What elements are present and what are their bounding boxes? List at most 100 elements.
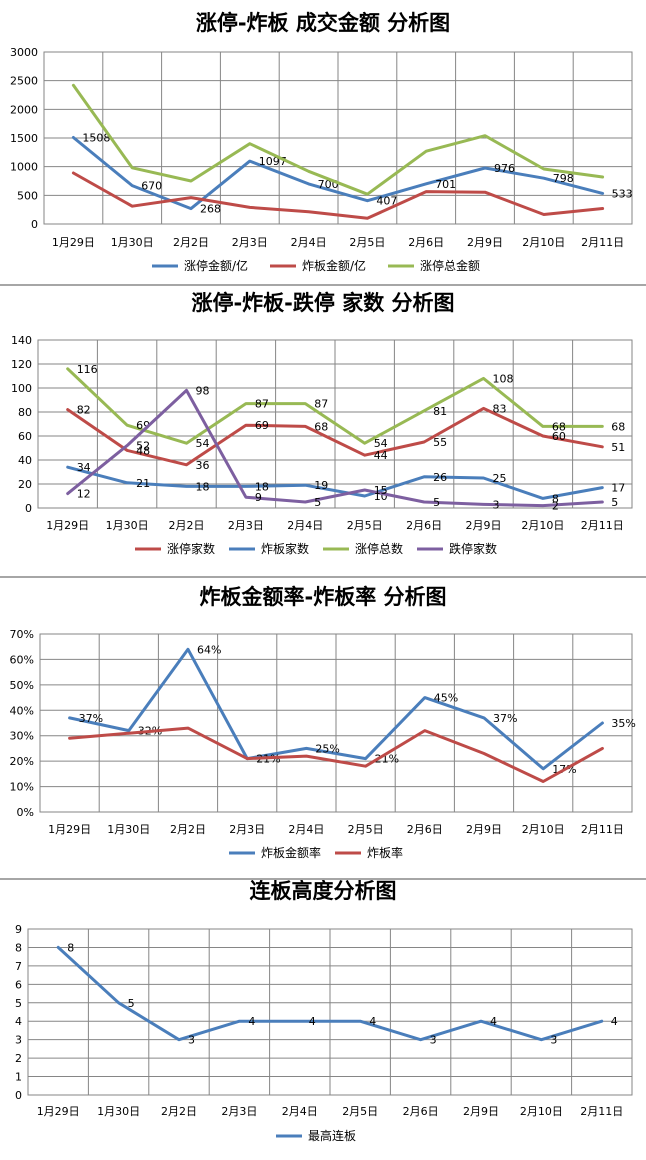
y-tick-label: 7: [15, 960, 22, 973]
data-label: 533: [612, 187, 633, 200]
data-label: 4: [611, 1015, 618, 1028]
x-tick-label: 1月30日: [106, 519, 149, 532]
legend-label: 涨停家数: [167, 541, 215, 556]
x-tick-label: 2月5日: [347, 519, 383, 532]
x-tick-label: 2月11日: [581, 236, 624, 249]
x-tick-label: 2月6日: [406, 519, 442, 532]
legend-label: 涨停总金额: [420, 258, 480, 273]
data-label: 54: [196, 437, 210, 450]
x-tick-label: 2月2日: [169, 519, 205, 532]
legend-label: 炸板金额率: [261, 845, 321, 860]
data-label: 69: [255, 419, 269, 432]
x-tick-label: 2月9日: [466, 519, 502, 532]
count-chart-panel: 涨停-炸板-跌停 家数 分析图 0 20 40 60 80 100 120 140 1月29日 1月…: [0, 286, 646, 576]
x-tick-label: 2月4日: [291, 236, 327, 249]
chart-svg: 连板高度分析图 0 1 2 3 4 5 6 7 8 9 1月29日 1月30日 2月2日 2月3日 2月4日 2…: [15, 880, 633, 1143]
legend-label: 炸板率: [367, 845, 403, 860]
legend-label: 炸板金额/亿: [302, 258, 366, 273]
y-tick-label: 2500: [10, 75, 38, 88]
y-tick-label: 20%: [10, 755, 34, 768]
y-tick-label: 0%: [17, 806, 34, 819]
chart-title: 连板高度分析图: [250, 880, 397, 903]
chart-svg: 炸板金额率-炸板率 分析图 0% 10% 20% 30% 40% 50% 60% 70% 1月29…: [10, 585, 636, 860]
y-tick-label: 3000: [10, 46, 38, 59]
data-label: 2: [552, 500, 559, 513]
x-tick-label: 2月2日: [170, 823, 206, 836]
x-tick-label: 2月3日: [228, 519, 264, 532]
series-line: [66, 406, 604, 467]
data-label: 4: [248, 1015, 255, 1028]
series-line: [68, 647, 604, 771]
series-line: [66, 388, 604, 508]
data-label: 3: [430, 1034, 437, 1047]
y-tick-label: 40%: [10, 704, 34, 717]
panel-divider: [0, 284, 646, 286]
chart-title: 涨停-炸板 成交金额 分析图: [196, 11, 450, 35]
chart-svg: 涨停-炸板-跌停 家数 分析图 0 20 40 60 80 100 120 140 1月29日 1月…: [11, 291, 633, 556]
data-label: 5: [128, 997, 135, 1010]
data-label: 25%: [315, 742, 339, 755]
x-tick-label: 2月9日: [463, 1105, 499, 1118]
y-tick-label: 5: [15, 997, 22, 1010]
data-label: 8: [67, 941, 74, 954]
data-label: 68: [552, 420, 566, 433]
y-tick-label: 0: [31, 218, 38, 231]
rate-chart-panel: 炸板金额率-炸板率 分析图 0% 10% 20% 30% 40% 50% 60% 70% 1月29…: [0, 578, 646, 878]
panel-divider: [0, 576, 646, 578]
x-tick-label: 1月29日: [52, 236, 95, 249]
data-label: 26: [433, 471, 447, 484]
y-tick-label: 60: [18, 430, 32, 443]
data-label: 37%: [79, 712, 103, 725]
panel-divider: [0, 878, 646, 880]
data-label: 3: [188, 1034, 195, 1047]
x-tick-label: 2月3日: [221, 1105, 257, 1118]
y-tick-label: 0: [15, 1089, 22, 1102]
x-tick-label: 1月29日: [37, 1105, 80, 1118]
legend-label: 炸板家数: [261, 541, 309, 556]
x-tick-label: 2月11日: [581, 519, 624, 532]
data-label: 55: [433, 436, 447, 449]
y-tick-label: 120: [11, 358, 32, 371]
height-chart-panel: 连板高度分析图 0 1 2 3 4 5 6 7 8 9 1月29日 1月30日 2月2日 2月3日 2月4日 2…: [0, 880, 646, 1160]
data-label: 798: [553, 172, 574, 185]
chart-title: 炸板金额率-炸板率 分析图: [199, 585, 446, 609]
data-label: 87: [314, 398, 328, 411]
data-label: 36: [196, 459, 210, 472]
series-line: [66, 465, 604, 500]
data-label: 15: [374, 484, 388, 497]
data-label: 9: [255, 491, 262, 504]
data-label: 976: [494, 162, 515, 175]
x-tick-label: 2月10日: [522, 823, 565, 836]
y-tick-label: 20: [18, 478, 32, 491]
data-label: 17: [611, 482, 625, 495]
data-label: 82: [77, 404, 91, 417]
x-tick-label: 2月9日: [466, 823, 502, 836]
data-label: 4: [490, 1015, 497, 1028]
data-label: 21: [136, 477, 150, 490]
data-label: 87: [255, 398, 269, 411]
y-tick-label: 500: [17, 189, 38, 202]
data-label: 18: [196, 480, 210, 493]
x-tick-label: 1月29日: [48, 823, 91, 836]
y-tick-label: 4: [15, 1015, 22, 1028]
data-label: 5: [314, 496, 321, 509]
x-tick-label: 1月29日: [46, 519, 89, 532]
legend-label: 最高连板: [308, 1128, 356, 1143]
data-label: 3: [493, 498, 500, 511]
data-label: 68: [611, 420, 625, 433]
data-label: 268: [200, 203, 221, 216]
y-tick-label: 0: [25, 502, 32, 515]
x-tick-label: 2月2日: [173, 236, 209, 249]
x-tick-label: 2月3日: [232, 236, 268, 249]
y-tick-label: 1000: [10, 161, 38, 174]
data-label: 68: [314, 420, 328, 433]
data-label: 1508: [82, 132, 110, 145]
y-tick-label: 50%: [10, 679, 34, 692]
data-label: 5: [433, 496, 440, 509]
series-line: [68, 726, 604, 783]
turnover-chart-panel: 涨停-炸板 成交金额 分析图 0 500 1000 1500 2000 2500 3000 1月…: [0, 0, 646, 284]
data-label: 34: [77, 461, 91, 474]
legend-label: 涨停金额/亿: [184, 258, 248, 273]
data-label: 19: [314, 479, 328, 492]
